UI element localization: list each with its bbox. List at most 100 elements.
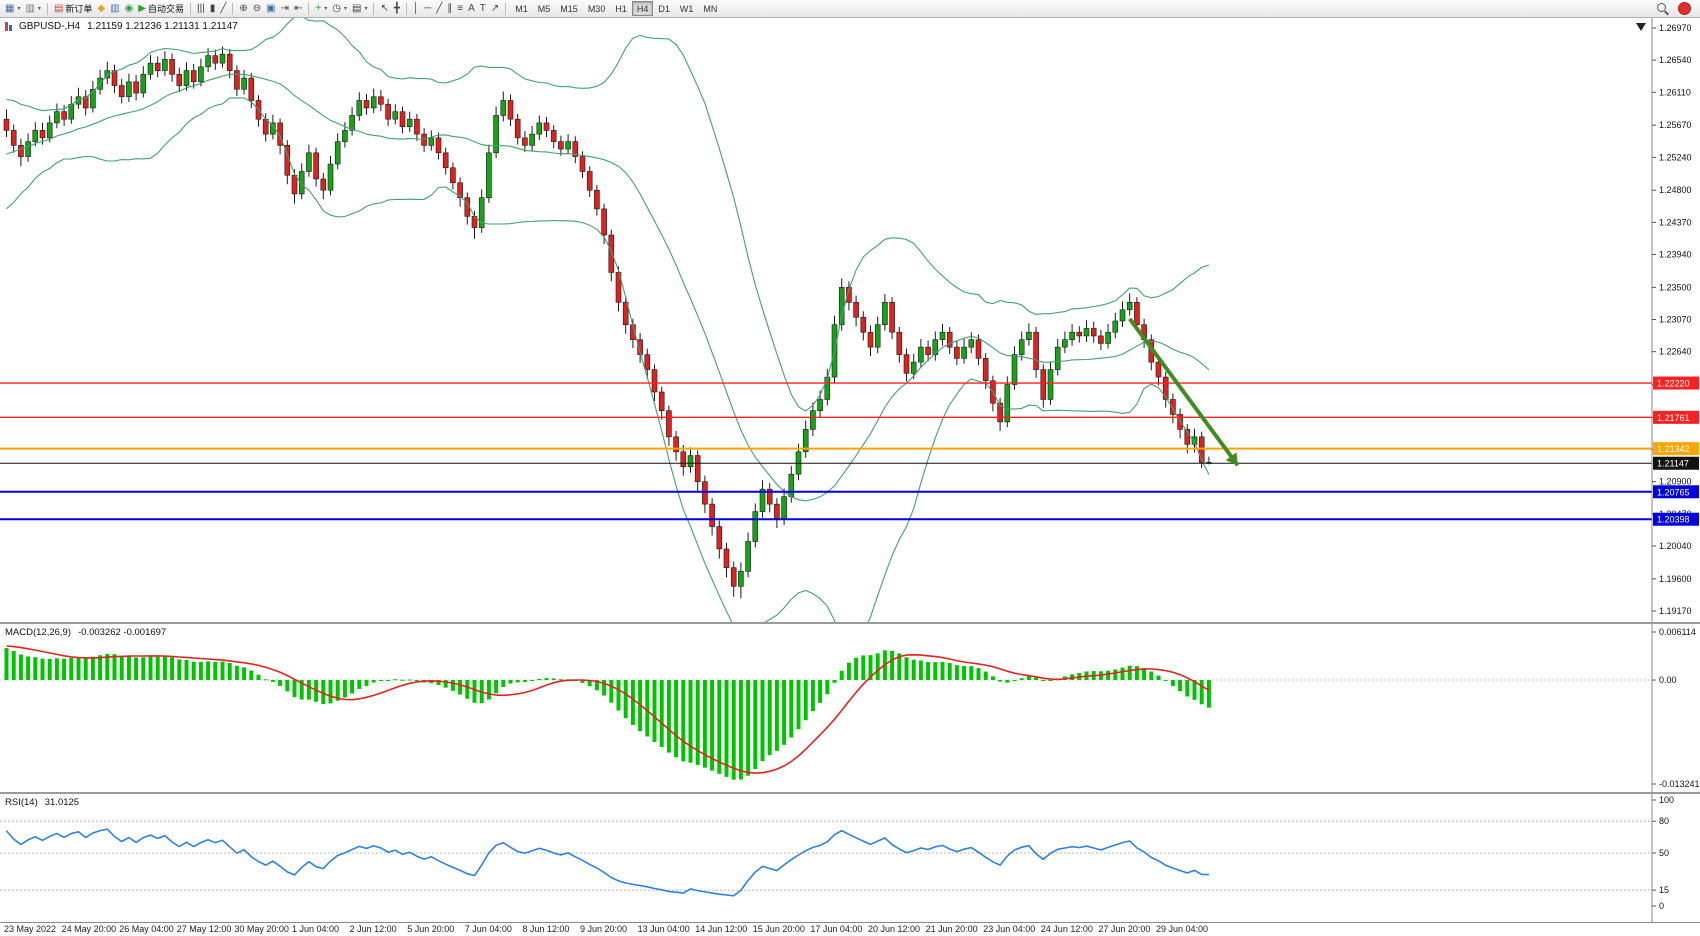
templates-button[interactable]: ▤ ▾ [350,1,369,17]
candle [298,163,305,200]
candle [810,402,816,437]
candle [939,323,946,346]
panel-splitter[interactable] [0,622,1700,624]
vertical-line-button[interactable]: │ [411,1,421,17]
candles-mode-button[interactable]: ▮ [208,1,218,17]
timeframe-m5-button[interactable]: M5 [533,1,556,16]
candle [320,173,327,200]
bollinger-upper-band[interactable] [6,18,1210,412]
new-chart-button[interactable]: ▦ ▾ [3,1,22,17]
macd-panel[interactable]: MACD(12,26,9) -0.003262 -0.001697 0.0061… [0,624,1700,792]
search-icon[interactable] [1657,2,1669,15]
cursor-button[interactable]: ↖ [378,1,390,17]
new-order-button[interactable]: ▤ 新订单 [52,1,94,17]
macd-header: MACD(12,26,9) -0.003262 -0.001697 [5,627,166,638]
zoom-out-button[interactable]: ⊖ [251,1,263,17]
chart-shift-button[interactable]: ⇤ [292,1,304,17]
chevron-down-icon: ▾ [17,6,21,12]
price-chart[interactable]: 1.26970 1.26540 1.26110 1.25670 1.25240 1.248… [0,18,1700,622]
toolbar-separator [405,2,407,15]
horizontal-line-button[interactable]: ─ [422,1,433,17]
timeframe-m1-button[interactable]: M1 [510,1,533,16]
trend-arrow[interactable] [1128,317,1240,467]
line-mode-button[interactable]: ╱ [218,1,228,17]
indicators-button[interactable]: + ▾ [313,1,329,17]
price-axis[interactable]: 1.26970 1.26540 1.26110 1.25670 1.25240 1.248… [1651,18,1699,622]
chart-window-icon [5,22,12,31]
arrows-tool-button[interactable]: ↗ [489,1,501,17]
macd-chart[interactable]: 0.006114 0.00 -0.013241 [0,624,1700,792]
autotrading-button[interactable]: ▶ 自动交易 [136,1,186,17]
timeframe-mn-button[interactable]: MN [698,1,722,16]
crosshair-button[interactable]: ╋ [392,1,402,17]
candle [766,483,773,513]
time-label: 5 Jun 20:00 [407,924,455,934]
trendline-button[interactable]: ╱ [434,1,444,17]
price-tag: 1.21147 [1653,456,1699,470]
toolbar-separator [232,2,234,15]
toolbar-separator [373,2,375,15]
rsi-panel[interactable]: RSI(14) 31.0125 100 80 50 15 0 [0,794,1700,922]
channel-button[interactable]: ∥ [445,1,454,17]
time-label: 1 Jun 04:00 [292,924,340,934]
candle [414,113,420,141]
price-tick-label: 1.23500 [1659,282,1692,292]
autotrading-label: 自动交易 [148,4,185,14]
candle [392,104,399,125]
bollinger-middle-band[interactable] [6,73,1210,502]
candle [133,75,139,101]
navigator-button[interactable]: ◉ [123,1,136,17]
timeframe-m30-button[interactable]: M30 [583,1,611,16]
price-chart-panel[interactable]: GBPUSD-,H4 1.21159 1.21236 1.21131 1.211… [0,18,1700,622]
timeframe-m15-button[interactable]: M15 [555,1,583,16]
candle [190,63,197,89]
market-watch-button[interactable]: ▥ [108,1,121,17]
candle [212,49,219,70]
time-label: 17 Jun 04:00 [810,924,863,934]
candle [694,450,701,491]
timeframe-h1-button[interactable]: H1 [610,1,632,16]
auto-scroll-button[interactable]: ⇥ [279,1,291,17]
new-order-icon: ▤ [53,2,64,14]
bars-mode-button[interactable]: ||| [195,1,207,17]
candle [46,115,53,143]
candle [608,229,615,282]
notification-badge[interactable] [1678,2,1691,15]
candle [918,338,924,369]
periods-button[interactable]: ◷ ▾ [330,1,349,17]
price-tick-label: 1.26970 [1659,23,1692,33]
candle [234,65,240,97]
scroll-to-end-marker[interactable] [1636,23,1646,31]
zoom-in-button[interactable]: ⊕ [237,1,249,17]
periods-icon: ◷ [332,2,341,14]
timeframe-w1-button[interactable]: W1 [675,1,699,16]
svg-text:1.21342: 1.21342 [1657,444,1690,454]
fibonacci-button[interactable]: ≡ [455,1,465,17]
tile-windows-button[interactable]: ▣ [264,1,277,17]
price-tag: 1.22220 [1653,376,1699,390]
toolbar-separator [505,2,507,15]
candle [349,107,355,136]
timeframe-h4-button[interactable]: H4 [631,1,654,16]
bollinger-lower-band[interactable] [6,97,1210,622]
candle [313,147,319,187]
time-axis[interactable]: 23 May 2022 24 May 20:00 26 May 04:00 27 Ma… [0,922,1700,936]
candle [946,326,953,354]
metaeditor-button[interactable]: ◆ [95,1,107,17]
panel-splitter[interactable] [0,792,1700,794]
candle [673,430,679,461]
price-tick-label: 1.23940 [1659,249,1692,259]
macd-axis[interactable]: 0.006114 0.00 -0.013241 [1651,624,1700,792]
candle [435,132,442,160]
rsi-chart[interactable]: 100 80 50 15 0 [0,794,1700,922]
time-label: 14 Jun 12:00 [695,924,748,934]
timeframe-d1-button[interactable]: D1 [653,1,675,16]
new-order-label: 新订单 [65,4,93,14]
profiles-button[interactable]: ▥ ▾ [23,1,42,17]
candle [745,532,751,578]
text-button[interactable]: A [466,1,477,17]
candle [198,58,204,87]
text-label-button[interactable]: T [478,1,488,17]
rsi-axis[interactable]: 100 80 50 15 0 [1651,794,1674,922]
candle [522,131,528,153]
